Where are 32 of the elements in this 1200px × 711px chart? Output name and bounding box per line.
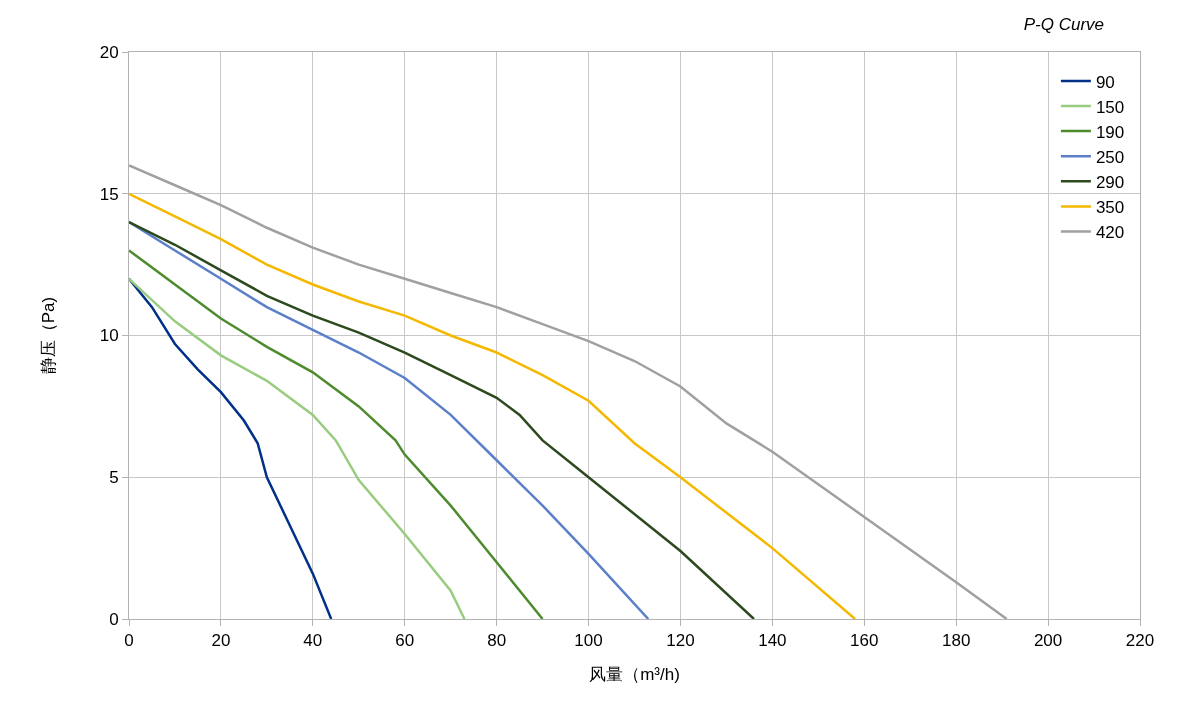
chart-title: P-Q Curve	[1023, 14, 1104, 34]
line-series	[129, 192, 857, 619]
x-tick-label: 100	[574, 631, 603, 651]
x-tick-label: 220	[1125, 631, 1155, 651]
y-axis-title: 静压（Pa)	[39, 296, 59, 375]
x-axis-title: 风量（m³/h)	[589, 664, 680, 684]
line-series	[129, 277, 466, 619]
line-series	[129, 220, 756, 619]
y-tick-label: 5	[109, 468, 119, 488]
x-tick-label: 140	[758, 631, 787, 651]
legend-label: 190	[1095, 122, 1125, 142]
legend-label: 290	[1095, 172, 1125, 192]
y-tick-label: 15	[99, 184, 119, 204]
x-tick-label: 180	[941, 631, 971, 651]
legend-label: 250	[1095, 147, 1125, 167]
legend-label: 420	[1095, 223, 1125, 243]
legend-label: 90	[1095, 72, 1115, 92]
x-tick-label: 200	[1033, 631, 1063, 651]
x-tick-label: 160	[850, 631, 879, 651]
legend-label: 150	[1095, 97, 1125, 117]
x-tick-label: 60	[395, 631, 415, 651]
legend-label: 350	[1095, 198, 1125, 218]
x-tick-label: 40	[303, 631, 323, 651]
line-series	[129, 164, 1008, 619]
x-tick-label: 80	[487, 631, 507, 651]
y-tick-label: 10	[99, 326, 119, 346]
x-tick-label: 20	[211, 631, 231, 651]
x-tick-label: 120	[666, 631, 695, 651]
line-series	[129, 249, 544, 619]
y-tick-label: 0	[109, 609, 119, 629]
y-tick-label: 20	[99, 42, 119, 62]
x-tick-label: 0	[124, 631, 134, 651]
